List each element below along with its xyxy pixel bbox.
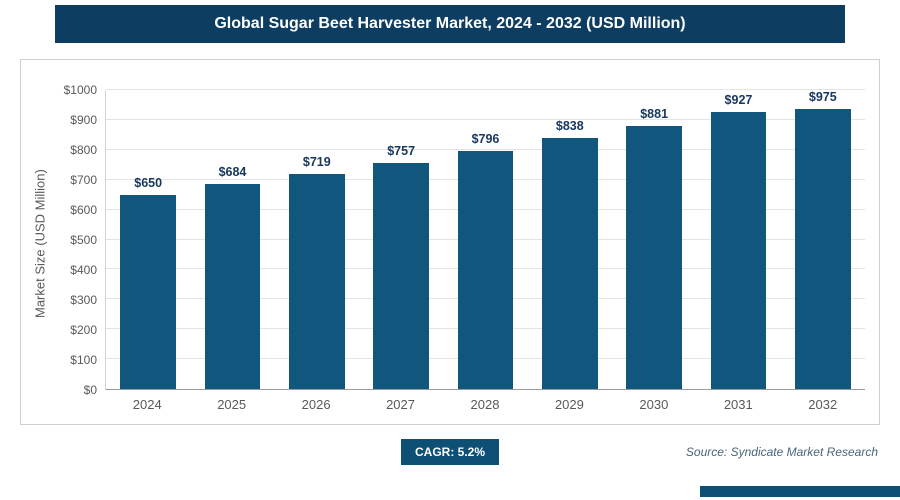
x-tick-label: 2024 — [132, 396, 162, 412]
cagr-badge: CAGR: 5.2% — [400, 439, 500, 465]
bar-2027 — [373, 162, 429, 389]
bar-2031 — [710, 111, 767, 389]
chart-footer: CAGR: 5.2% Source: Syndicate Market Rese… — [0, 425, 900, 497]
y-tick-label: $700 — [70, 173, 97, 187]
chart-container: Market Size (USD Million) $0 $100 $200 $300… — [20, 59, 880, 425]
x-tick-label: 2026 — [301, 396, 331, 412]
plot-row: $0 $100 $200 $300 $400 $500 $600 $700 $800 $900 $1… — [53, 83, 865, 397]
y-tick-label: $400 — [70, 263, 97, 277]
bar-column-2028: $796 — [443, 90, 527, 389]
x-tick-label: 2028 — [470, 396, 500, 412]
y-tick-label: $0 — [83, 383, 97, 397]
bar-2032 — [794, 109, 851, 389]
gridline — [106, 118, 865, 120]
source-attribution: Source: Syndicate Market Research — [685, 445, 878, 459]
y-axis-title: Market Size (USD Million) — [32, 169, 48, 319]
y-tick-label: $600 — [70, 203, 97, 217]
bar-value-label: $684 — [218, 165, 247, 180]
y-axis: $0 $100 $200 $300 $400 $500 $600 $700 $800 $900 $1… — [53, 83, 105, 397]
x-tick-labels: 2024 2025 2026 2027 2028 2029 2030 2031 2032 — [105, 397, 865, 412]
x-tick-label: 2032 — [808, 396, 838, 412]
gridline — [106, 89, 865, 90]
gridline — [106, 148, 865, 150]
y-tick-label: $300 — [70, 293, 97, 307]
decorative-bottom-strip — [700, 486, 900, 497]
x-tick-label: 2027 — [386, 396, 415, 412]
bar-column-2031: $927 — [696, 90, 780, 389]
bar-value-label: $796 — [471, 132, 500, 146]
y-tick-label: $500 — [70, 233, 97, 247]
chart-title-bar: Global Sugar Beet Harvester Market, 2024… — [55, 5, 845, 43]
y-tick-label: $900 — [70, 113, 97, 127]
bar-value-label: $975 — [808, 90, 837, 104]
bar-2025 — [204, 184, 261, 389]
chart-title: Global Sugar Beet Harvester Market, 2024… — [214, 15, 686, 32]
y-tick-label: $800 — [70, 143, 97, 157]
bar-column-2032: $975 — [781, 90, 865, 389]
bar-value-label: $650 — [134, 175, 163, 190]
x-tick-label: 2030 — [639, 396, 669, 412]
bar-column-2026: $719 — [275, 90, 359, 389]
bar-2028 — [457, 151, 514, 389]
bar-value-label: $757 — [387, 143, 416, 158]
bar-value-label: $927 — [724, 92, 753, 107]
bar-column-2025: $684 — [190, 90, 274, 389]
bar-column-2027: $757 — [359, 90, 443, 389]
bar-2024 — [120, 194, 176, 389]
bar-column-2024: $650 — [106, 90, 190, 389]
x-tick-label: 2025 — [217, 396, 247, 412]
bar-series: $650 $684 $719 $757 $796 $838 $881 $927 $975 — [106, 90, 865, 389]
x-axis: 2024 2025 2026 2027 2028 2029 2030 2031 2032 — [53, 390, 865, 418]
y-tick-label: $200 — [70, 323, 97, 337]
bar-2030 — [626, 125, 682, 389]
y-tick-label: $1000 — [63, 83, 97, 97]
bar-2029 — [541, 138, 598, 389]
x-tick-label: 2029 — [554, 396, 584, 412]
bar-2026 — [288, 174, 345, 389]
bar-value-label: $719 — [302, 155, 331, 170]
x-tick-label: 2031 — [723, 396, 753, 412]
bar-value-label: $881 — [640, 106, 669, 121]
bar-value-label: $838 — [555, 119, 584, 134]
y-tick-label: $100 — [70, 353, 97, 367]
bar-column-2029: $838 — [528, 90, 612, 389]
bar-column-2030: $881 — [612, 90, 696, 389]
plot-area: $650 $684 $719 $757 $796 $838 $881 $927 $975 — [105, 89, 865, 390]
chart-main: $0 $100 $200 $300 $400 $500 $600 $700 $800 $900 $1… — [53, 70, 865, 418]
